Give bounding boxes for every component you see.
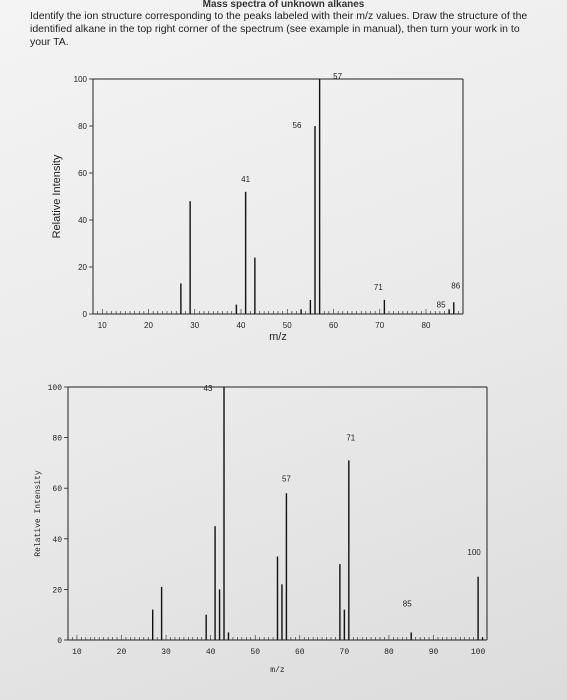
chart1-y-tick-label: 80 [78,122,87,131]
chart1-x-tick-label: 80 [422,321,431,330]
chart2-y-tick-label: 40 [52,536,62,545]
chart1-peak-label: 57 [333,72,342,81]
chart1-peak-label: 56 [293,121,302,130]
mass-spectrum-2: 10 20 30 40 50 60 70 80 90 100 0 20 40 60 80 100 m/z Rela… [34,384,488,675]
chart2-peak-label: 85 [403,599,412,608]
chart2-x-tick-label: 70 [340,648,350,657]
chart1-peak-label: 71 [374,283,383,292]
chart2-x-tick-label: 10 [72,648,82,657]
chart2-x-tick-label: 30 [161,648,171,657]
chart1-x-tick-label: 50 [283,321,292,330]
chart1-x-axis-label: m/z [269,331,287,343]
chart1-y-tick-label: 40 [78,216,87,225]
chart2-x-tick-label: 80 [384,648,394,657]
chart2-y-axis-label: Relative Intensity [34,470,43,557]
chart2-x-tick-label: 20 [117,648,127,657]
chart2-x-tick-label: 90 [429,648,439,657]
chart1-x-tick-label: 40 [237,321,246,330]
chart2-y-tick-label: 100 [48,384,63,393]
chart1-y-tick-label: 100 [74,75,88,84]
page-title: Mass spectra of unknown alkanes [202,0,365,10]
chart1-y-tick-label: 0 [83,310,88,319]
chart1-y-tick-label: 60 [78,169,87,178]
mass-spectrum-1: 10 20 30 40 50 60 70 80 0 20 40 60 80 100 m/z Relative … [51,72,464,343]
chart2-y-tick-label: 60 [52,485,62,494]
chart1-y-tick-label: 20 [78,263,87,272]
chart2-x-tick-label: 40 [206,648,216,657]
chart1-y-axis-label: Relative Intensity [51,154,63,238]
chart2-x-tick-label: 50 [250,648,260,657]
chart1-x-tick-label: 20 [144,321,153,330]
chart1-x-tick-label: 10 [98,321,107,330]
chart1-peak-label: 86 [451,281,460,290]
chart1-x-tick-label: 70 [375,321,384,330]
instructions-text: Identify the ion structure corresponding… [30,10,528,48]
chart1-x-tick-label: 30 [190,321,199,330]
chart2-peak-label: 43 [204,384,213,393]
chart1-x-tick-label: 60 [329,321,338,330]
chart2-y-tick-label: 20 [52,586,62,595]
chart2-x-tick-label: 100 [471,648,486,657]
chart1-peak-label: 85 [437,300,446,309]
chart2-peak-label: 57 [282,474,291,483]
chart2-x-axis-label: m/z [270,666,285,675]
chart2-y-tick-label: 0 [57,637,62,646]
chart1-peak-label: 41 [241,175,250,184]
chart2-x-tick-label: 60 [295,648,305,657]
chart2-peak-label: 100 [467,548,481,557]
chart2-y-tick-label: 80 [52,435,62,444]
chart2-peak-label: 71 [346,433,355,442]
